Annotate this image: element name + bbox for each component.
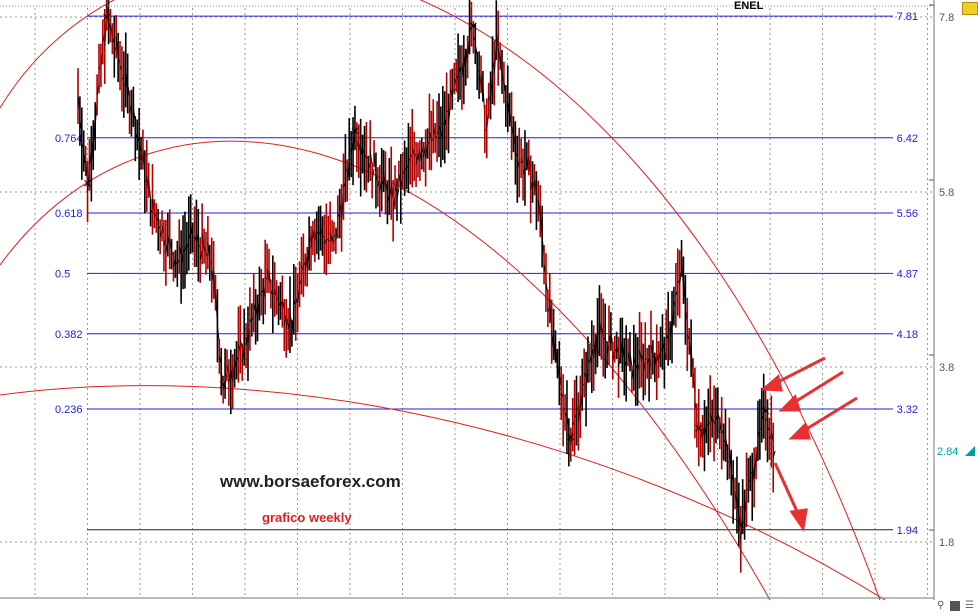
swing-point-marker — [351, 127, 359, 135]
fib-ratio-label: 0.5 — [55, 268, 70, 280]
swing-point-marker — [470, 22, 477, 30]
fib-value-label: 6.42 — [897, 133, 918, 145]
arrow-icon — [788, 396, 858, 440]
y-tick-label: 1.8 — [939, 537, 954, 549]
swing-point-marker — [567, 433, 575, 441]
fib-value-label: 4.87 — [897, 268, 918, 280]
arc-upper — [0, 0, 881, 601]
properties-icon[interactable] — [962, 2, 978, 15]
swing-point-marker — [219, 381, 227, 388]
watermark-site: www.borsaeforex.com — [219, 472, 401, 491]
price-segment — [772, 450, 776, 458]
last-price-marker-icon — [965, 446, 975, 456]
y-tick-label: 3.8 — [939, 362, 954, 374]
swing-point-marker — [695, 424, 703, 432]
fib-ratio-label: 0.236 — [55, 404, 83, 416]
watermark-subtitle: grafico weekly — [262, 510, 352, 525]
fib-value-label: 4.18 — [897, 329, 918, 341]
arrow-icon — [778, 370, 844, 412]
swing-point-marker — [103, 13, 111, 21]
y-tick-label: 5.8 — [939, 187, 954, 199]
price-segment — [371, 168, 375, 181]
swing-point-marker — [84, 179, 91, 187]
symbol-label: ENEL — [734, 0, 764, 12]
swing-point-marker — [737, 521, 745, 528]
fib-value-label: 5.56 — [897, 208, 918, 220]
grid-toggle-icon[interactable] — [950, 601, 960, 611]
price-segment — [629, 351, 633, 368]
fib-ratio-label: 0.618 — [55, 208, 83, 220]
swing-point-marker — [762, 407, 769, 415]
fib-value-label: 3.32 — [897, 404, 918, 416]
fib-value-label: 1.94 — [897, 525, 918, 537]
fib-ratio-label: 0.382 — [55, 329, 83, 341]
fib-ratio-label: 0.764 — [55, 133, 83, 145]
last-price-label: 2.84 — [937, 446, 958, 458]
fib-value-label: 7.81 — [897, 11, 918, 23]
price-segment — [148, 180, 152, 201]
y-tick-label: 7.8 — [939, 12, 954, 24]
arrow-icon — [773, 462, 808, 532]
price-segment — [396, 187, 400, 200]
menu-icon[interactable]: ☰ — [965, 600, 974, 611]
zoom-icon[interactable]: ⚲ — [937, 600, 945, 611]
arrow-icon — [760, 356, 826, 392]
